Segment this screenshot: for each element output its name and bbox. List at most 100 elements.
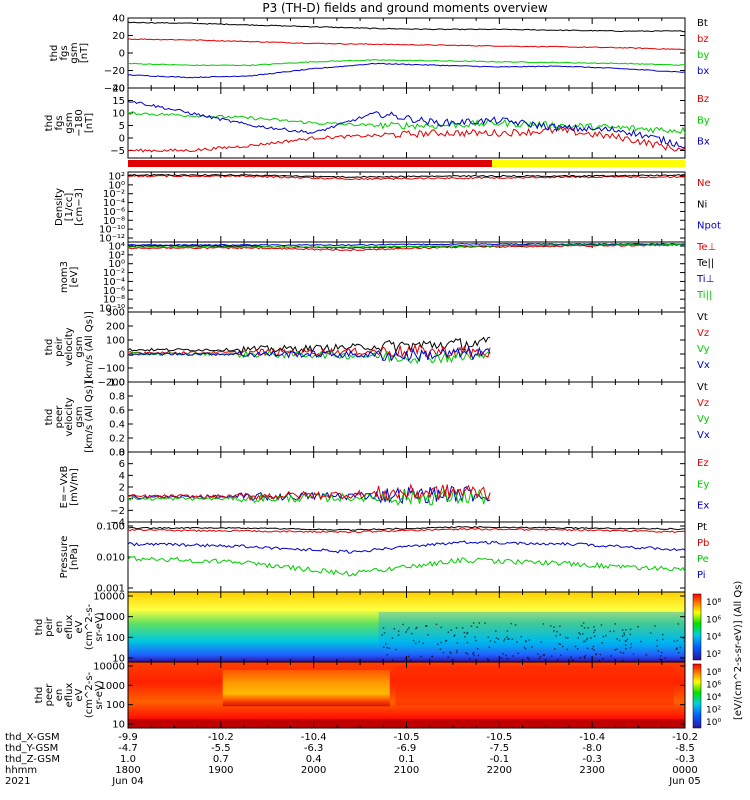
panel-4-ylabel: [km/s (All Qs)] xyxy=(84,311,95,383)
spectrogram-8-speckle xyxy=(383,646,385,648)
xaxis-row-2-value: 1.0 xyxy=(120,754,136,765)
spectrogram-8-speckle xyxy=(538,657,540,660)
spectrogram-8-speckle xyxy=(402,623,404,626)
spectrogram-8-speckle xyxy=(516,641,518,643)
spectrogram-8-speckle xyxy=(450,629,452,631)
spectrogram-8-speckle xyxy=(593,626,595,628)
spectrogram-8-speckle xyxy=(662,633,664,636)
panel-8-ylabel: eflux xyxy=(64,615,75,640)
spectrogram-8-speckle xyxy=(500,657,503,660)
spectrogram-8-speckle xyxy=(630,643,632,645)
panel-8-ylabel: peir xyxy=(44,616,55,636)
spectrogram-8-speckle xyxy=(625,629,627,631)
panel-7-ytick-label: 0.010 xyxy=(96,553,125,564)
line-Bz xyxy=(127,126,686,153)
spectrogram-8-speckle xyxy=(440,641,442,644)
spectrogram-8-speckle xyxy=(587,627,590,629)
spectrogram-8-speckle xyxy=(565,636,567,639)
spectrogram-8-speckle xyxy=(407,655,410,658)
panel-5-frame xyxy=(127,381,686,453)
spectrogram-8-speckle xyxy=(502,653,504,655)
spectrogram-8-speckle xyxy=(572,659,574,662)
spectrogram-8-speckle xyxy=(381,634,383,636)
colorbar-top-tick: 10⁶ xyxy=(706,615,721,625)
panel-7-ylabel: Pressure xyxy=(59,536,70,579)
spectrogram-8-speckle xyxy=(567,637,569,639)
spectrogram-8-speckle xyxy=(436,643,439,646)
spectrogram-8-speckle xyxy=(621,629,624,631)
xaxis-row-2-value: 0.7 xyxy=(212,754,229,765)
spectrogram-8-speckle xyxy=(465,652,467,654)
legend-Vz: Vz xyxy=(697,398,709,409)
spectrogram-8-speckle xyxy=(679,646,682,649)
panel-8-ytick-label: 10 xyxy=(112,654,125,665)
spectrogram-8-speckle xyxy=(469,658,471,660)
panel-4-ytick-label: 300 xyxy=(106,308,125,319)
colorbar-bottom-tick: 10⁶ xyxy=(706,681,721,691)
spectrogram-8-speckle xyxy=(614,649,616,651)
xaxis-row-0-value: -10.2 xyxy=(672,732,698,743)
panel-6-ytick-label: 2 xyxy=(119,483,125,494)
panel-7-frame xyxy=(127,521,686,593)
spectrogram-8-speckle xyxy=(624,644,627,646)
spectrogram-8-speckle xyxy=(393,628,396,630)
spectrogram-8-speckle xyxy=(629,633,631,636)
panel-5-ytick-label: 0.4 xyxy=(109,420,125,431)
spectrogram-8-speckle xyxy=(583,657,586,659)
line-Ne xyxy=(127,174,686,181)
xaxis-row-2-value: -0.3 xyxy=(582,754,602,765)
xaxis-row-1-value: -8.0 xyxy=(582,743,602,754)
legend-bx: bx xyxy=(697,66,709,77)
spectrogram-8-speckle xyxy=(660,651,663,654)
spectrogram-8-speckle xyxy=(484,622,486,624)
spectrogram-8-speckle xyxy=(676,647,678,650)
spectrogram-8-speckle xyxy=(520,635,522,638)
spectrogram-8-speckle xyxy=(440,626,442,629)
spectrogram-8-speckle xyxy=(497,638,500,640)
xaxis-row-0-value: -10.5 xyxy=(393,732,420,743)
panel-2-ytick-label: 10⁻⁸ xyxy=(103,216,125,227)
xaxis-row-1-value: -6.9 xyxy=(396,743,417,754)
spectrogram-8-patch-a xyxy=(378,612,685,647)
panel-1-ylabel: [nT] xyxy=(84,113,95,133)
panel-2-ytick-label: 10⁻⁶ xyxy=(103,207,125,218)
spectrogram-8-speckle xyxy=(623,634,626,636)
legend-Vx: Vx xyxy=(697,430,710,441)
spectrogram-8-speckle xyxy=(579,633,581,636)
spectrogram-8-speckle xyxy=(576,648,579,650)
panel-3-ytick-label: 10⁻² xyxy=(103,268,125,279)
panel-4-ylabel: thd xyxy=(44,339,55,356)
spectrogram-8-speckle xyxy=(439,648,442,650)
spectrogram-8-speckle xyxy=(593,631,595,634)
legend-Pt: Pt xyxy=(697,522,707,533)
spectrogram-8-speckle xyxy=(466,632,468,635)
panel-2-ylabel: [cm−3] xyxy=(74,188,85,226)
panel-0-ytick-label: 40 xyxy=(112,14,125,25)
legend-By: By xyxy=(697,115,710,126)
spectrogram-8-speckle xyxy=(495,630,497,632)
panel-8-ytick-label: 10000 xyxy=(93,592,125,603)
panel-1-ytick-label: 10 xyxy=(112,109,125,120)
panel-4-ytick-label: 200 xyxy=(106,322,125,333)
panel-0-ylabel: thd xyxy=(49,45,60,62)
spectrogram-8-speckle xyxy=(556,659,559,661)
panel-8-ylabel: (cm^2-s- xyxy=(84,603,95,650)
spectrogram-8-speckle xyxy=(537,653,539,655)
line-Pi xyxy=(127,540,686,554)
spectrogram-8-speckle xyxy=(656,645,658,647)
spectrogram-8-speckle xyxy=(526,656,529,659)
xaxis-row-3-value: 2300 xyxy=(579,765,605,776)
spectrogram-8-speckle xyxy=(406,628,409,631)
spectrogram-8-speckle xyxy=(415,642,417,645)
spectrogram-8-speckle xyxy=(386,646,388,649)
spectrogram-8-speckle xyxy=(592,645,595,648)
panel-6-ylabel: [mV/m] xyxy=(69,468,80,506)
spectrogram-8-speckle xyxy=(602,635,605,638)
xaxis-row-2-value: 0.1 xyxy=(398,754,415,765)
line-Ez xyxy=(127,483,491,502)
spectrogram-8-speckle xyxy=(605,634,607,637)
spectrogram-8-speckle xyxy=(382,627,385,629)
spectrogram-8-speckle xyxy=(411,632,413,635)
panel-3-ylabel: [eV] xyxy=(69,267,80,288)
panel-6-ytick-label: 8 xyxy=(119,448,125,459)
